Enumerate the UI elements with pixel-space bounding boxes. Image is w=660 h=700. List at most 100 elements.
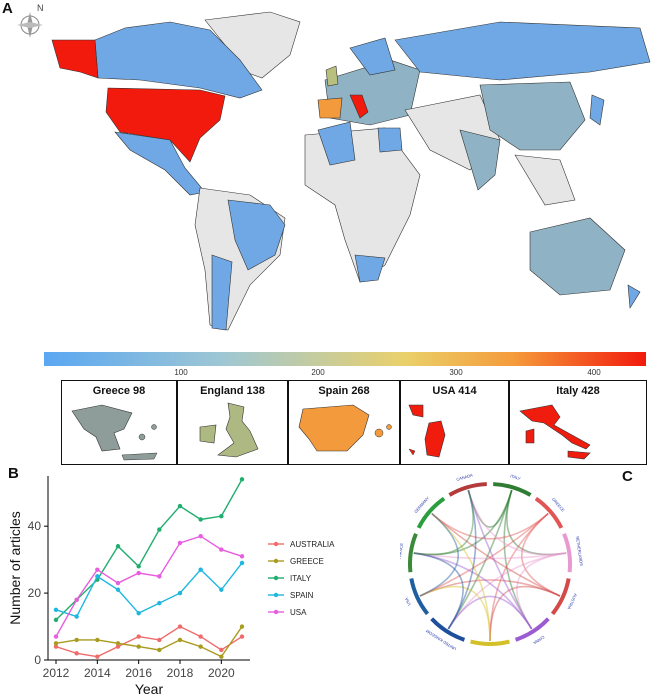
data-point-italy [198, 517, 203, 522]
inset-usa: USA 414 [400, 380, 509, 465]
compass-north-label: N [37, 3, 44, 13]
russia [394, 21, 651, 81]
data-point-australia [95, 654, 100, 659]
scandinavia [349, 37, 396, 76]
chord-label: UNITED KINGDOM [425, 629, 457, 650]
country-inset-row: Greece 98 England 138 Spain 268 USA 414 … [61, 380, 647, 465]
data-point-usa [239, 554, 245, 559]
legend-marker [273, 609, 279, 615]
canada [94, 21, 263, 99]
chord-link [413, 552, 533, 630]
legend-label-australia: AUSTRALIA [290, 540, 335, 549]
chord-arc-segment [514, 617, 550, 642]
y-tick-label: 20 [28, 586, 42, 600]
data-point-australia [53, 644, 59, 649]
south-africa [354, 254, 386, 283]
inset-england: England 138 [177, 380, 288, 465]
brazil [227, 199, 286, 271]
y-tick-label: 40 [28, 519, 42, 533]
north-africa [317, 121, 356, 166]
chord-link [447, 595, 533, 630]
chord-diagram: ITALYGREECENETHERLANDSAUSTRIACHINASPAINU… [400, 472, 584, 650]
series-line-italy [55, 479, 243, 621]
data-point-australia [74, 651, 79, 656]
chord-arc-segment [448, 482, 487, 497]
chord-arc-segment [534, 496, 564, 529]
japan [589, 94, 605, 126]
chord-label: CANADA [456, 472, 474, 482]
chord-link [431, 512, 491, 642]
inset-italy: Italy 428 [509, 380, 647, 465]
usa [105, 87, 226, 163]
chord-link [419, 512, 549, 597]
data-point-greece [136, 644, 141, 649]
data-point-italy [219, 513, 224, 519]
data-point-greece [219, 654, 224, 659]
data-point-italy [136, 564, 141, 569]
legend-marker [273, 558, 279, 564]
data-point-italy [115, 544, 121, 549]
data-point-italy [177, 503, 183, 509]
chord-link [431, 512, 549, 540]
data-point-greece [177, 637, 183, 643]
australia [529, 217, 626, 296]
data-point-usa [177, 540, 183, 546]
data-point-italy [239, 477, 245, 482]
chord-link [447, 489, 477, 630]
data-point-spain [74, 614, 79, 619]
legend-marker [273, 541, 279, 547]
data-point-greece [53, 641, 59, 646]
chord-label: AUSTRIA [566, 593, 578, 611]
data-point-spain [219, 587, 224, 592]
series-line-spain [55, 562, 243, 618]
series-line-greece [55, 626, 243, 658]
chord-label: FRANCE [400, 542, 404, 559]
series-line-usa [55, 535, 243, 637]
legend-marker [273, 592, 279, 598]
chord-label: ITALY [510, 473, 522, 481]
x-tick-label: 2014 [84, 666, 111, 680]
data-point-greece [157, 647, 162, 653]
x-axis-title: Year [135, 681, 164, 697]
new-zealand [627, 284, 641, 309]
data-point-usa [115, 580, 121, 586]
spain [317, 97, 343, 119]
chord-link [431, 512, 561, 597]
inset-greece-label: Greece 98 [92, 385, 146, 397]
chord-arc-segment [562, 532, 572, 573]
data-point-usa [136, 570, 141, 576]
colorbar-tick-400: 400 [587, 368, 601, 377]
panel-b-label: B [8, 465, 19, 482]
data-point-australia [157, 637, 162, 643]
data-point-greece [74, 637, 79, 643]
china [479, 81, 586, 151]
inset-greece: Greece 98 [61, 380, 177, 465]
chord-link [413, 552, 464, 630]
chord-arc-segment [416, 496, 446, 529]
chord-link [447, 552, 567, 630]
data-point-spain [95, 574, 100, 579]
legend-label-greece: GREECE [290, 557, 324, 566]
data-point-australia [115, 644, 121, 649]
inset-spain-label: Spain 268 [318, 385, 370, 397]
chord-link [506, 489, 567, 556]
legend-marker [273, 575, 279, 581]
chord-label: GREECE [551, 497, 566, 513]
inset-spain: Spain 268 [288, 380, 400, 465]
chord-link [521, 512, 561, 597]
chord-link [489, 512, 549, 642]
chord-arc-segment [493, 482, 532, 497]
chord-link [413, 489, 513, 556]
data-point-greece [198, 644, 203, 649]
data-point-spain [239, 560, 245, 566]
x-tick-label: 2018 [167, 666, 194, 680]
data-point-australia [177, 624, 183, 629]
chord-link [489, 585, 561, 642]
chord-link [419, 579, 561, 597]
y-axis-title: Number of articles [7, 511, 23, 625]
data-point-spain [53, 607, 59, 613]
data-point-spain [177, 590, 183, 596]
inset-england-label: England 138 [200, 385, 265, 397]
panel-a-label: A [2, 0, 13, 17]
colorbar-tick-300: 300 [449, 368, 463, 377]
